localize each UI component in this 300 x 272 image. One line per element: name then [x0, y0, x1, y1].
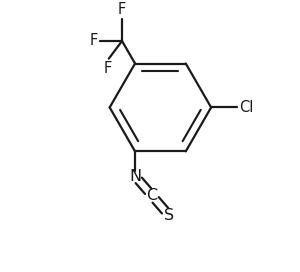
Text: F: F	[103, 61, 112, 76]
Text: F: F	[90, 33, 98, 48]
Text: S: S	[164, 208, 174, 222]
Text: F: F	[118, 2, 126, 17]
Text: C: C	[146, 188, 158, 203]
Text: Cl: Cl	[239, 100, 254, 115]
Text: N: N	[129, 169, 141, 184]
